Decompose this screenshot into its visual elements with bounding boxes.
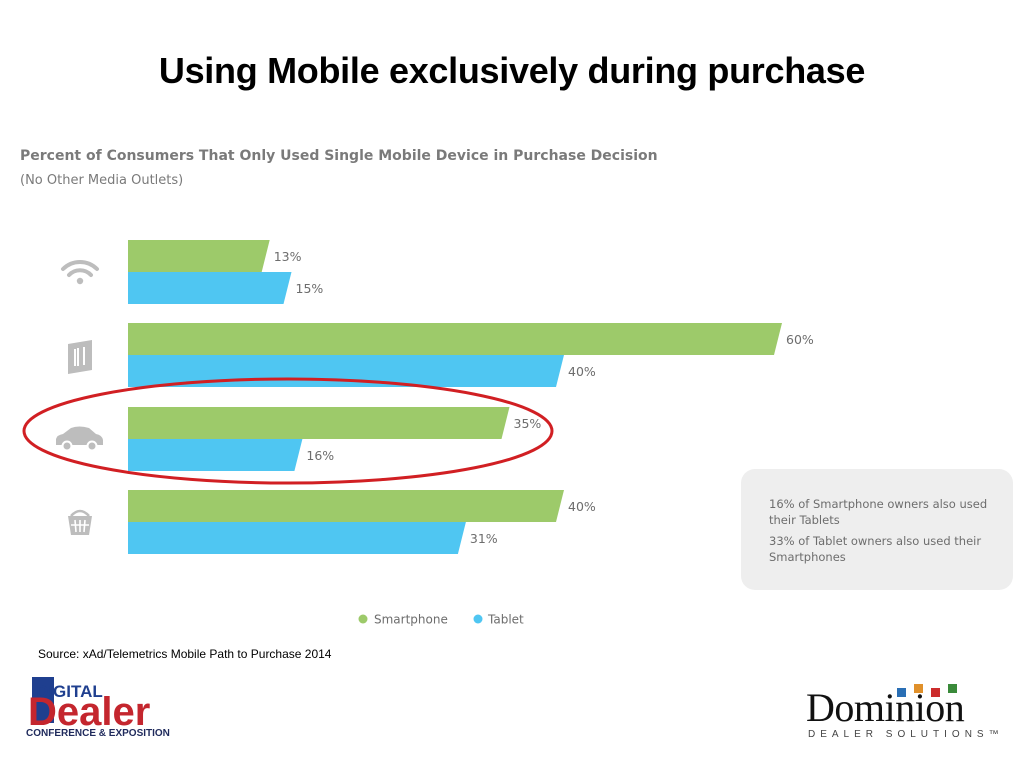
logo-digital-text: DIGITAL (36, 682, 103, 701)
data-label-smartphone-2: 35% (514, 416, 542, 431)
dominion-subtitle: DEALER SOLUTIONS™ (808, 729, 1004, 740)
note-smartphone: 16% of Smartphone owners also used their… (769, 497, 988, 527)
legend-swatch-tablet (473, 614, 483, 624)
bar-tablet-0 (128, 272, 292, 304)
dominion-square-red (931, 688, 940, 697)
data-label-smartphone-1: 60% (786, 332, 814, 347)
dominion-logo: Dominion DEALER SOLUTIONS™ (800, 682, 1005, 752)
data-label-tablet-2: 16% (306, 448, 334, 463)
note-box: 16% of Smartphone owners also used their… (741, 469, 1013, 590)
dominion-square-orange (914, 684, 923, 693)
logo-d-block (32, 677, 54, 723)
bar-tablet-2 (128, 439, 303, 471)
legend-swatch-smartphone (358, 614, 368, 624)
wifi-icon (61, 259, 99, 285)
dominion-wordmark: Dominion (806, 685, 965, 730)
bar-smartphone-0 (128, 240, 270, 272)
category-icons (56, 259, 103, 535)
dominion-icons (897, 684, 957, 697)
chart-subtitle: (No Other Media Outlets) (20, 173, 184, 188)
data-label-tablet-1: 40% (568, 364, 596, 379)
digital-dealer-wordmark: DIGITAL Dealer (28, 677, 150, 734)
bar-chart: 13% 60% 35% 40% 15% 40% 16% 31% Smartphone (22, 240, 814, 627)
digital-dealer-caption: CONFERENCE & EXPOSITION (26, 728, 170, 739)
dominion-square-blue (897, 688, 906, 697)
legend-label-smartphone: Smartphone (374, 613, 448, 627)
chart-legend: Smartphone Tablet (358, 613, 524, 627)
data-label-tablet-0: 15% (296, 281, 324, 296)
logo-dealer-text: Dealer (28, 690, 150, 731)
data-label-smartphone-3: 40% (568, 499, 596, 514)
bar-smartphone-3 (128, 490, 564, 522)
note-tablet: 33% of Tablet owners also used their Sma… (769, 534, 982, 564)
dominion-square-green (948, 684, 957, 693)
bar-tablet-3 (128, 522, 466, 554)
bar-smartphone-2 (128, 407, 510, 439)
data-label-tablet-3: 31% (470, 531, 498, 546)
legend-label-tablet: Tablet (487, 613, 524, 627)
bars-layer: 13% 60% 35% 40% 15% 40% 16% 31% (128, 240, 814, 554)
restaurant-icon (68, 340, 92, 374)
highlight-ellipse (22, 377, 554, 485)
bar-smartphone-1 (128, 323, 782, 355)
data-label-smartphone-0: 13% (274, 249, 302, 264)
digital-dealer-logo: DIGITAL Dealer CONFERENCE & EXPOSITION (26, 675, 186, 745)
chart-title: Percent of Consumers That Only Used Sing… (20, 148, 658, 164)
auto-icon (56, 426, 103, 452)
source-text: Source: xAd/Telemetrics Mobile Path to P… (38, 647, 332, 661)
slide-title: Using Mobile exclusively during purchase (158, 50, 866, 91)
grocery-basket-icon (68, 509, 92, 535)
